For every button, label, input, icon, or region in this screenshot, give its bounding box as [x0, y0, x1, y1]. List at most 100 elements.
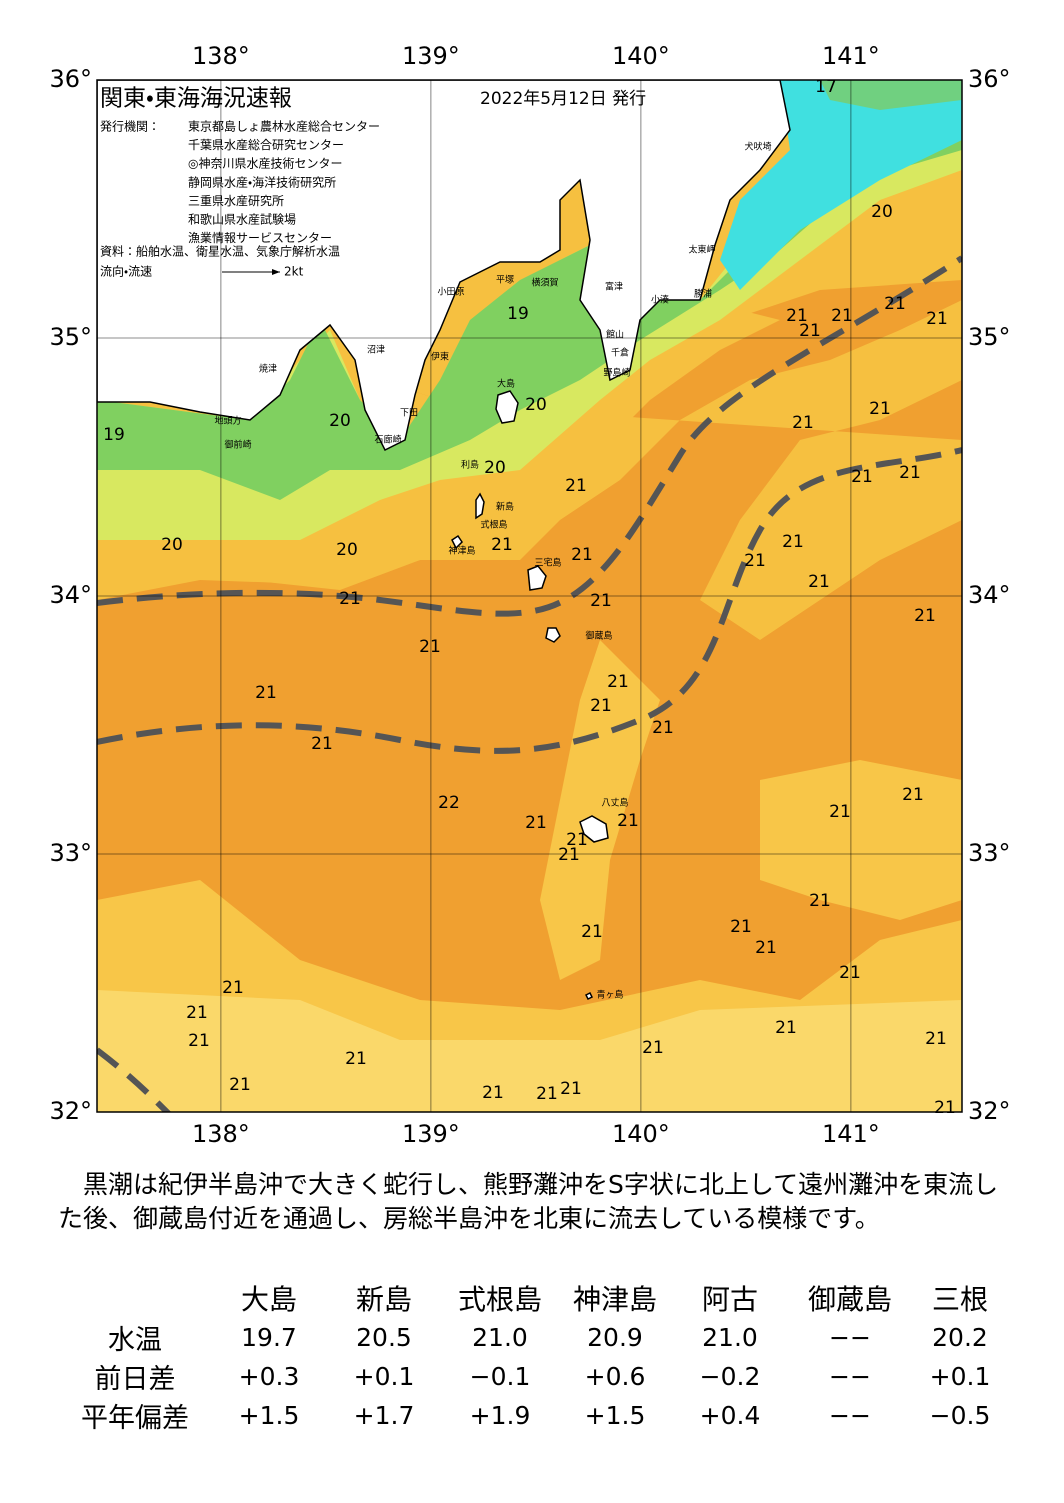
temperature-label: 21 [839, 963, 861, 983]
lat-label: 36° [968, 65, 1011, 93]
cell: −0.2 [699, 1362, 761, 1391]
current-scale: 2kt [284, 265, 304, 279]
temperature-label: 21 [491, 535, 513, 555]
sea-temperature-field [97, 80, 962, 1112]
temperature-label: 17 [815, 77, 837, 97]
cell: 21.0 [702, 1323, 758, 1352]
cell: +1.7 [353, 1401, 415, 1430]
sea-cold [97, 120, 962, 500]
kuroshio-axis [97, 255, 962, 1112]
temperature-label: 21 [558, 845, 580, 865]
temperature-label: 21 [829, 802, 851, 822]
temperature-label: 19 [103, 425, 125, 445]
lon-label: 139° [402, 1120, 460, 1148]
temperature-label: 21 [229, 1075, 251, 1095]
row-label: 前日差 [94, 1364, 176, 1395]
table-row: 前日差 +0.3 +0.1 −0.1 +0.6 −0.2 −− +0.1 [60, 1357, 1010, 1396]
cell: −− [829, 1362, 871, 1391]
temperature-label: 21 [571, 545, 593, 565]
lat-label: 34° [968, 581, 1011, 609]
lat-label: 32° [968, 1097, 1011, 1125]
temperature-label: 21 [255, 683, 277, 703]
temperature-label: 21 [186, 1003, 208, 1023]
place-name: 富津 [605, 281, 623, 293]
current-arrow-head [272, 269, 280, 275]
issue-date: 2022年5月12日 発行 [480, 89, 646, 109]
temperature-label: 21 [786, 306, 808, 326]
cell: 20.2 [932, 1323, 988, 1352]
lon-label: 138° [192, 1120, 250, 1148]
temperature-label: 21 [730, 917, 752, 937]
place-name: 新島 [496, 501, 514, 513]
cell: −− [829, 1401, 871, 1430]
temperature-label: 21 [590, 696, 612, 716]
place-name: 勝浦 [694, 288, 712, 300]
place-name: 八丈島 [601, 797, 628, 809]
temperature-label: 21 [869, 399, 891, 419]
temperature-label: 21 [525, 813, 547, 833]
temperature-label: 21 [642, 1038, 664, 1058]
sea-cold [820, 80, 962, 110]
temperature-label: 21 [339, 589, 361, 609]
place-name: 御前崎 [224, 439, 251, 451]
cell: +0.3 [238, 1362, 300, 1391]
temperature-label: 21 [590, 591, 612, 611]
temperature-label: 21 [809, 891, 831, 911]
map: 138° 138° 139° 139° 140° 140° 141° 141° 36° 36° 35… [49, 42, 1011, 1148]
lon-label: 140° [612, 1120, 670, 1148]
sea-mild [97, 640, 962, 1112]
lon-label: 141° [822, 42, 880, 70]
temperature-label: 21 [884, 294, 906, 314]
temperature-label: 21 [782, 532, 804, 552]
cell: +0.6 [584, 1362, 646, 1391]
lat-label: 36° [49, 65, 92, 93]
temperature-label: 21 [419, 637, 441, 657]
place-name: 式根島 [480, 519, 507, 531]
temperature-label: 21 [744, 551, 766, 571]
issuer: 和歌山県水産試験場 [188, 212, 296, 227]
cell: +1.9 [469, 1401, 531, 1430]
station-table: 大島 新島 式根島 神津島 阿古 御蔵島 三根 水温 19.7 20.5 21.0 20.9 21.0 −… [60, 1278, 1010, 1435]
place-name: 犬吠埼 [744, 141, 771, 153]
cell: +0.1 [929, 1362, 991, 1391]
place-name: 神津島 [448, 545, 475, 557]
cell: +1.5 [238, 1401, 300, 1430]
issuer: 東京都島しょ農林水産総合センター [188, 119, 380, 134]
place-name: 伊東 [431, 351, 449, 363]
temperature-label: 22 [438, 793, 460, 813]
place-name: 平塚 [496, 275, 514, 286]
place-name: 野島崎 [603, 367, 630, 379]
temperature-label: 21 [926, 309, 948, 329]
temperature-label: 21 [831, 306, 853, 326]
place-name: 下田 [400, 408, 418, 419]
kuroshio-axis [97, 1047, 172, 1112]
island [451, 390, 609, 1001]
place-name: 横須賀 [531, 277, 558, 289]
cell: 20.9 [587, 1323, 643, 1352]
temperature-label: 21 [536, 1084, 558, 1104]
sea-coldest [720, 80, 962, 290]
issuer: ◎神奈川県水産技術センター [188, 156, 342, 171]
table-row: 平年偏差 +1.5 +1.7 +1.9 +1.5 +0.4 −− −0.5 [60, 1396, 1010, 1435]
lat-label: 34° [49, 581, 92, 609]
corner [60, 1278, 210, 1318]
temperature-label: 21 [799, 321, 821, 341]
place-name: 大島 [497, 378, 515, 390]
cell: −0.5 [929, 1401, 991, 1430]
temperature-label: 21 [808, 572, 830, 592]
row-label: 平年偏差 [81, 1403, 189, 1434]
lat-label: 35° [968, 323, 1011, 351]
table-header: 大島 新島 式根島 神津島 阿古 御蔵島 三根 [60, 1278, 1010, 1318]
temperature-label: 19 [507, 304, 529, 324]
temperature-label: 21 [775, 1018, 797, 1038]
cell: 19.7 [241, 1323, 297, 1352]
station-name: 新島 [355, 1283, 412, 1316]
temperature-label: 21 [902, 785, 924, 805]
issuer: 静岡県水産・海洋技術研究所 [188, 174, 336, 189]
temperature-label: 21 [755, 938, 777, 958]
temperature-label: 20 [336, 540, 358, 560]
data-source: 資料：船舶水温、衛星水温、気象庁解析水温 [100, 244, 340, 259]
table-row: 水温 19.7 20.5 21.0 20.9 21.0 −− 20.2 [60, 1318, 1010, 1357]
temperature-label: 21 [607, 672, 629, 692]
